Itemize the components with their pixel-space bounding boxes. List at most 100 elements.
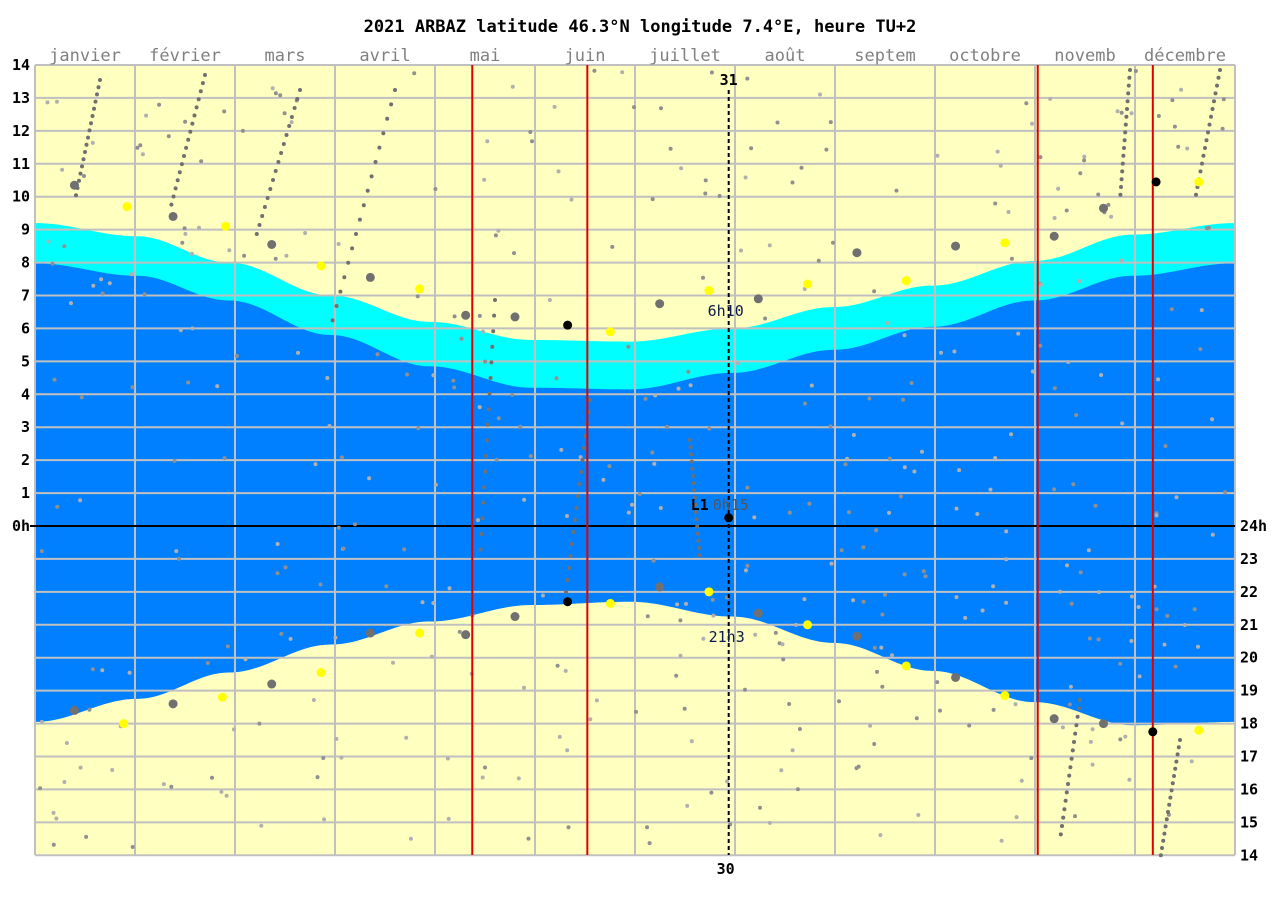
gray-marker bbox=[1049, 714, 1059, 724]
track-dot bbox=[693, 502, 698, 507]
star-dot bbox=[334, 736, 339, 741]
track-dot bbox=[490, 344, 495, 349]
gray-marker bbox=[852, 248, 862, 258]
track-dot bbox=[1168, 795, 1173, 800]
star-dot bbox=[242, 253, 247, 258]
track-dot bbox=[203, 73, 207, 77]
star-dot bbox=[90, 667, 95, 672]
track-dot bbox=[194, 105, 199, 110]
star-dot bbox=[920, 449, 924, 454]
star-dot bbox=[1119, 258, 1124, 263]
star-dot bbox=[1129, 639, 1134, 643]
star-dot bbox=[1052, 487, 1057, 492]
star-dot bbox=[90, 140, 95, 145]
star-dot bbox=[431, 601, 436, 605]
star-dot bbox=[743, 175, 748, 180]
star-dot bbox=[1052, 216, 1057, 220]
reference-lines bbox=[471, 65, 1154, 855]
star-dot bbox=[1016, 331, 1021, 336]
track-dot bbox=[1067, 773, 1072, 778]
track-dot bbox=[1066, 782, 1070, 786]
star-dot bbox=[1179, 87, 1184, 92]
star-dot bbox=[197, 225, 201, 230]
track-dot bbox=[485, 422, 490, 427]
track-dot bbox=[1078, 698, 1082, 702]
star-dot bbox=[556, 169, 561, 174]
star-dot bbox=[431, 373, 436, 378]
star-dot bbox=[278, 93, 283, 98]
track-dot bbox=[98, 78, 102, 82]
yellow-marker bbox=[803, 279, 813, 289]
track-dot bbox=[173, 186, 178, 191]
star-dot bbox=[322, 817, 327, 822]
star-dot bbox=[650, 450, 655, 455]
star-dot bbox=[325, 376, 330, 380]
star-dot bbox=[1120, 421, 1125, 426]
star-dot bbox=[995, 149, 1000, 154]
gray-marker bbox=[510, 612, 520, 622]
gray-marker bbox=[1098, 719, 1108, 729]
star-dot bbox=[711, 613, 716, 618]
star-dot bbox=[51, 842, 56, 847]
star-dot bbox=[39, 719, 44, 724]
star-dot bbox=[1024, 101, 1029, 106]
star-dot bbox=[867, 396, 872, 401]
star-dot bbox=[851, 598, 856, 603]
star-dot bbox=[632, 105, 636, 110]
yellow-marker bbox=[217, 692, 227, 702]
star-dot bbox=[1127, 777, 1132, 782]
gray-marker bbox=[461, 630, 471, 640]
star-dot bbox=[939, 350, 943, 355]
star-dot bbox=[60, 167, 65, 172]
yellow-marker bbox=[803, 620, 813, 630]
star-dot bbox=[303, 231, 308, 235]
track-dot bbox=[265, 196, 270, 200]
track-dot bbox=[1206, 130, 1210, 135]
track-dot bbox=[689, 452, 694, 457]
track-dot bbox=[81, 157, 86, 162]
gray-marker bbox=[69, 180, 79, 190]
month-label: mai bbox=[470, 46, 501, 66]
star-dot bbox=[157, 102, 162, 107]
star-dot bbox=[144, 113, 149, 118]
track-dot bbox=[688, 438, 692, 442]
track-dot bbox=[1200, 161, 1204, 166]
star-dot bbox=[717, 194, 722, 198]
star-dot bbox=[601, 477, 606, 482]
track-dot bbox=[83, 150, 87, 154]
star-dot bbox=[845, 456, 850, 461]
track-dot bbox=[1172, 774, 1176, 778]
star-dot bbox=[183, 119, 188, 124]
track-dot bbox=[295, 97, 300, 101]
star-dot bbox=[51, 810, 56, 815]
star-dot bbox=[234, 353, 239, 358]
star-dot bbox=[565, 748, 570, 753]
star-dot bbox=[710, 597, 715, 602]
track-dot bbox=[1076, 706, 1081, 711]
track-dot bbox=[184, 145, 189, 150]
star-dot bbox=[367, 476, 372, 481]
month-label: octobre bbox=[949, 46, 1021, 66]
track-dot bbox=[568, 554, 573, 558]
star-dot bbox=[703, 191, 708, 196]
star-dot bbox=[749, 146, 754, 151]
star-dot bbox=[1065, 563, 1069, 568]
month-label: juillet bbox=[649, 46, 721, 66]
star-dot bbox=[684, 601, 688, 606]
track-dot bbox=[1178, 738, 1182, 742]
star-dot bbox=[283, 565, 288, 570]
star-dot bbox=[678, 653, 683, 658]
star-dot bbox=[1086, 548, 1091, 553]
star-dot bbox=[745, 76, 750, 81]
star-dot bbox=[790, 180, 795, 185]
star-dot bbox=[861, 545, 866, 550]
gray-marker bbox=[365, 628, 375, 638]
star-dot bbox=[1060, 725, 1065, 730]
track-dot bbox=[570, 542, 574, 546]
yellow-marker bbox=[316, 668, 326, 678]
black-marker bbox=[1151, 177, 1161, 187]
track-dot bbox=[1216, 75, 1221, 80]
track-dot bbox=[487, 391, 492, 396]
labels: 2021 ARBAZ latitude 46.3°N longitude 7.4… bbox=[12, 17, 1267, 878]
track-dot bbox=[86, 135, 90, 140]
